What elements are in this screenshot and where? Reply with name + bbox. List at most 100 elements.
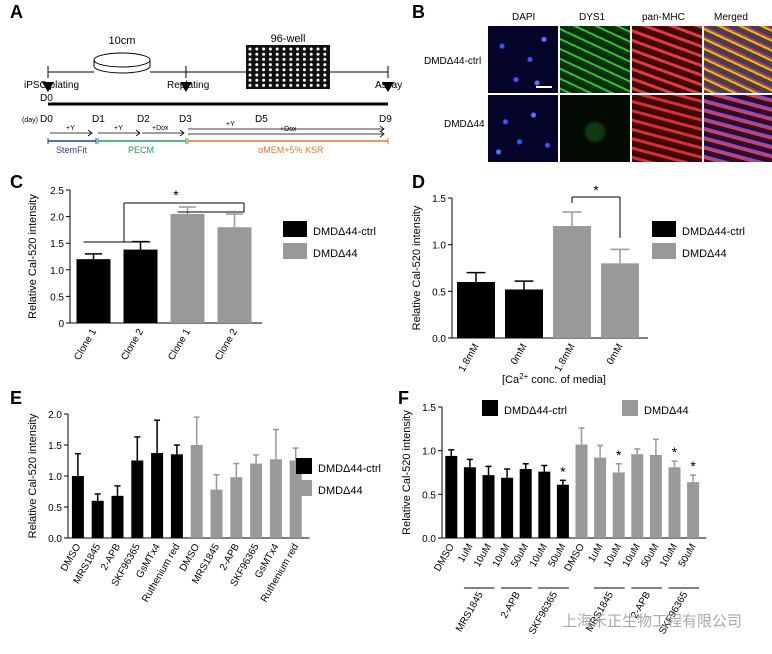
y-tick-label: 1.5 <box>48 441 62 452</box>
panel-label-c: C <box>10 172 23 192</box>
cond-y-1: +Y <box>66 125 75 132</box>
panel-f-chart: 0.0 0.5 1.0 1.5 Relative Cal-520 intensity DM… <box>401 400 707 636</box>
well-dot <box>282 57 286 61</box>
significance-star: * <box>560 463 566 479</box>
well-dot <box>323 68 327 72</box>
image-dys1-ctrl <box>560 26 630 93</box>
well-dot <box>262 57 266 61</box>
well-dot <box>302 47 306 51</box>
well-dot <box>289 83 293 87</box>
x-tick-label: 10uM <box>621 542 643 569</box>
legend-label-mut: DMDΔ44 <box>313 248 358 260</box>
y-tick-label: 0.5 <box>50 292 64 303</box>
bar <box>170 213 205 323</box>
well-dot <box>316 63 320 67</box>
legend-label-mut: DMDΔ44 <box>682 248 727 260</box>
well-dot <box>316 73 320 77</box>
x-tick-label: DMSO <box>432 542 457 574</box>
well-dot <box>309 47 313 51</box>
legend-label-mut: DMDΔ44 <box>644 405 689 417</box>
bar <box>538 471 551 538</box>
replating-marker-icon <box>180 82 192 92</box>
dish-label: 10cm <box>109 35 136 47</box>
bar <box>463 467 476 538</box>
y-axis-label: Relative Cal-520 intensity <box>27 413 39 538</box>
well-dot <box>289 78 293 82</box>
y-tick-label: 1.0 <box>422 447 436 458</box>
legend-swatch-ctrl <box>283 221 307 237</box>
well-dot <box>316 68 320 72</box>
well-dot <box>302 63 306 67</box>
bar <box>123 249 158 323</box>
plate-label: 96-well <box>271 33 306 45</box>
well-dot <box>248 52 252 56</box>
well-dot <box>255 57 259 61</box>
image-panmhc-ctrl <box>632 26 702 93</box>
well-dot <box>275 52 279 56</box>
y-tick-label: 0.5 <box>48 503 62 514</box>
legend-label-ctrl: DMDΔ44-ctrl <box>682 226 745 238</box>
well-dot <box>262 63 266 67</box>
bar <box>612 472 625 538</box>
well-dot <box>302 52 306 56</box>
well-dot <box>268 68 272 72</box>
significance-star: * <box>616 447 622 463</box>
panel-label-b: B <box>412 2 425 22</box>
col-header-merged: Merged <box>714 12 748 23</box>
well-dot <box>296 68 300 72</box>
image-dapi-mut <box>488 95 558 162</box>
well-dot <box>282 73 286 77</box>
well-dot <box>255 47 259 51</box>
well-dot <box>268 73 272 77</box>
well-dot <box>302 68 306 72</box>
x-tick-label: 10uM <box>472 542 494 569</box>
panel-label-d: D <box>412 172 425 192</box>
day-d1: D1 <box>92 114 105 125</box>
group-label: 2-APB <box>499 590 523 621</box>
well-dot <box>316 52 320 56</box>
well-dot <box>248 57 252 61</box>
x-tick-label: Clone 2 <box>119 327 146 363</box>
x-tick-label: Clone 1 <box>166 327 193 363</box>
well-dot <box>248 47 252 51</box>
legend-swatch-mut <box>622 400 638 416</box>
day-d0: D0 <box>40 93 53 104</box>
legend-label-ctrl: DMDΔ44-ctrl <box>504 405 567 417</box>
bar <box>482 475 495 538</box>
panel-label-f: F <box>398 388 409 408</box>
legend-label-ctrl: DMDΔ44-ctrl <box>318 463 381 475</box>
y-tick-label: 2.0 <box>48 410 62 421</box>
bar <box>269 459 282 538</box>
cond-y-3: +Y <box>226 121 235 128</box>
y-tick-label: 0.5 <box>422 490 436 501</box>
well-dot <box>275 47 279 51</box>
cond-dox-1: +Dox <box>152 125 169 132</box>
bar <box>151 453 164 538</box>
bar <box>556 484 569 538</box>
well-dot <box>282 63 286 67</box>
well-dot <box>255 68 259 72</box>
bar <box>230 477 243 538</box>
well-dot <box>302 73 306 77</box>
y-tick-label: 1.5 <box>422 403 436 414</box>
well-dot <box>248 78 252 82</box>
well-dot <box>275 68 279 72</box>
day-unit: (day) <box>22 117 38 124</box>
y-tick-label: 0.0 <box>48 534 62 545</box>
well-dot <box>309 78 313 82</box>
col-header-panmhc: pan-MHC <box>642 12 685 23</box>
well-dot <box>262 68 266 72</box>
legend-swatch-mut <box>283 243 307 259</box>
bar <box>170 454 183 538</box>
bar <box>594 457 607 538</box>
legend-swatch-mut <box>296 480 312 496</box>
well-dot <box>296 83 300 87</box>
legend-swatch-ctrl <box>652 221 676 237</box>
well-dot <box>309 57 313 61</box>
y-tick-label: 1.0 <box>48 472 62 483</box>
well-dot <box>323 52 327 56</box>
well-dot <box>316 47 320 51</box>
x-axis-label: [Ca2+ conc. of media] <box>502 372 606 385</box>
panel-b-microscopy: DAPI DYS1 pan-MHC Merged DMDΔ44-ctrl DMD… <box>412 0 772 165</box>
well-dot <box>289 68 293 72</box>
